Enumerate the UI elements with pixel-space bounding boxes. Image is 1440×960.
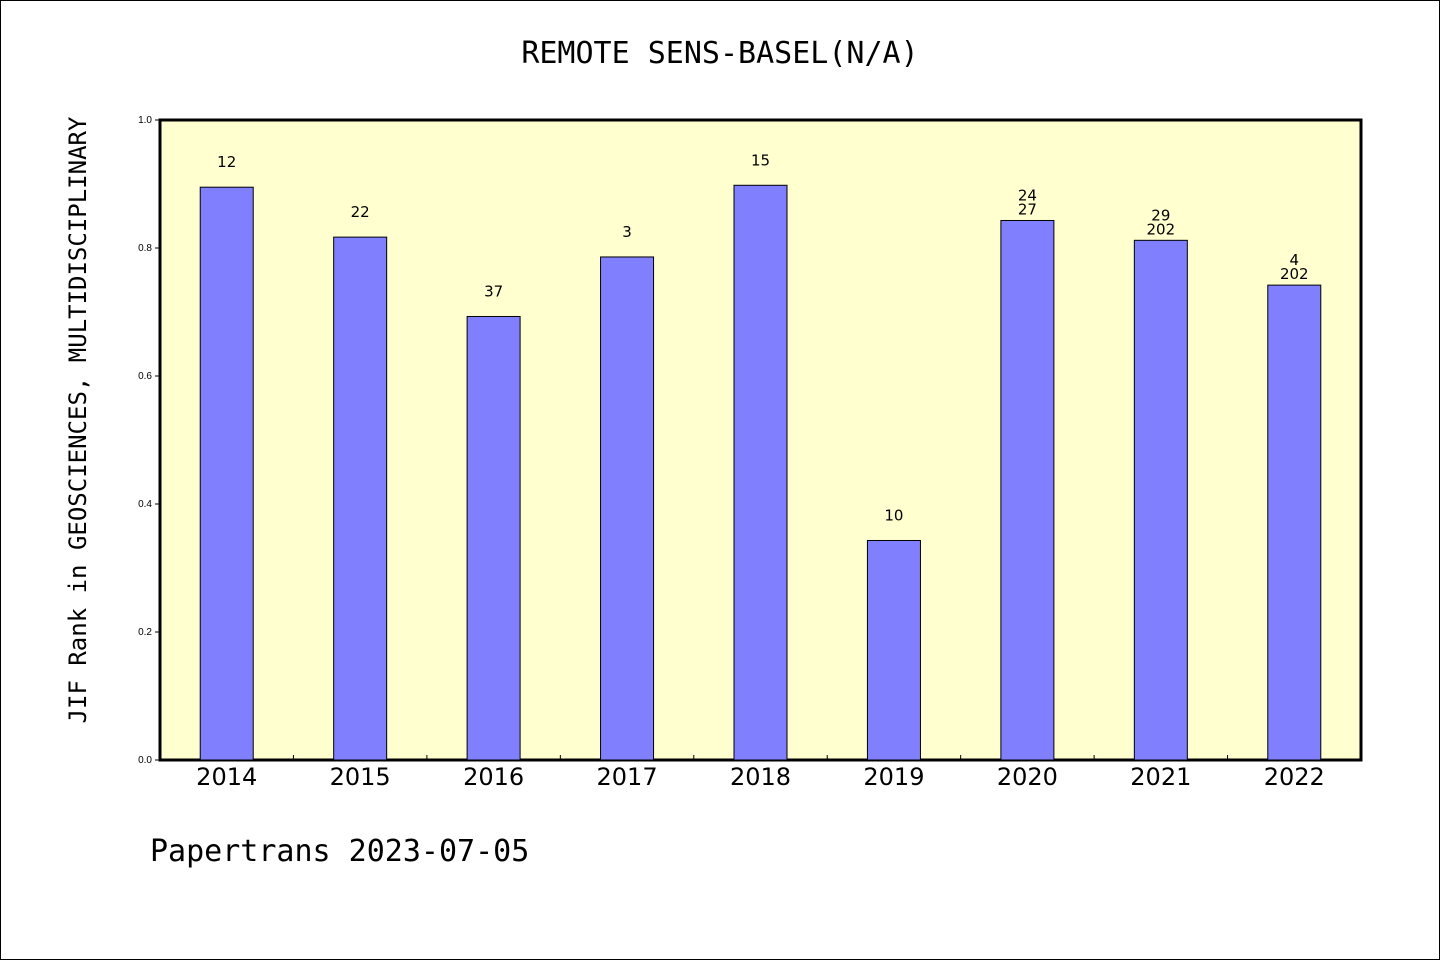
data-label: 15 [751, 151, 770, 169]
y-tick-label: 1.0 [138, 115, 152, 126]
bar [866, 539, 921, 761]
x-axis: 2014 2015 2016 2017 2018 2019 2020 2021 2022 [196, 755, 1325, 791]
x-tick-label: 2014 [196, 763, 257, 791]
x-tick-label: 2022 [1264, 763, 1325, 791]
data-label: 4 [1290, 251, 1300, 269]
data-label: 37 [484, 282, 503, 300]
y-tick-label: 0.4 [138, 499, 152, 510]
data-label: 22 [351, 203, 370, 221]
y-tick-label: 0.6 [138, 371, 152, 382]
x-tick-label: 2021 [1130, 763, 1191, 791]
x-tick-label: 2019 [863, 763, 924, 791]
x-tick-label: 2017 [597, 763, 658, 791]
x-tick-label: 2018 [730, 763, 791, 791]
bar [1133, 239, 1188, 761]
chart-title: REMOTE SENS-BASEL(N/A) [521, 36, 919, 71]
y-axis: 0.0 0.2 0.4 0.6 0.8 1.0 [138, 115, 160, 766]
data-label: 29 [1151, 206, 1170, 224]
bar [1267, 284, 1322, 761]
data-label: 202 [1280, 265, 1309, 283]
x-tick-label: 2020 [997, 763, 1058, 791]
bar [1000, 219, 1055, 761]
y-tick-label: 0.0 [138, 755, 152, 766]
data-label: 12 [217, 153, 236, 171]
x-tick-label: 2016 [463, 763, 524, 791]
bar [466, 315, 521, 761]
data-label: 24 [1018, 186, 1037, 204]
data-label: 10 [884, 506, 903, 524]
bar [600, 256, 655, 761]
y-tick-label: 0.2 [138, 627, 152, 638]
data-label: 202 [1147, 220, 1176, 238]
bar [199, 186, 254, 761]
data-label: 3 [622, 223, 632, 241]
y-tick-label: 0.8 [138, 243, 152, 254]
bar [333, 236, 388, 761]
bar [733, 184, 788, 761]
footer-text: Papertrans 2023-07-05 [150, 834, 530, 869]
bars [199, 184, 1322, 761]
data-label: 27 [1018, 200, 1037, 218]
x-tick-label: 2015 [330, 763, 391, 791]
y-axis-label: JIF Rank in GEOSCIENCES, MULTIDISCIPLINA… [64, 116, 92, 723]
